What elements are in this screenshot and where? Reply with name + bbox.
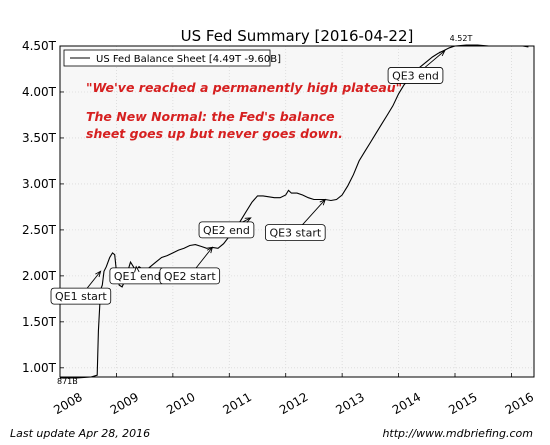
x-tick-label: 2014 xyxy=(390,390,423,417)
annotation-arrowhead xyxy=(95,270,102,278)
y-tick-label: 1.50T xyxy=(22,315,57,329)
y-tick-label: 3.50T xyxy=(22,131,57,145)
annotation-arrowhead xyxy=(319,198,326,206)
annotation-qe2-end: QE2 end xyxy=(198,217,255,239)
annotations: QE1 start QE1 end QE2 start QE2 end QE3 star… xyxy=(50,49,446,305)
peak-value-label: 4.52T xyxy=(450,34,473,43)
legend: US Fed Balance Sheet [4.49T -9.60B] xyxy=(63,49,281,67)
quote-plateau: "We've reached a permanently high platea… xyxy=(86,80,402,95)
y-tick-label: 1.00T xyxy=(22,361,57,375)
x-tick-label: 2009 xyxy=(108,390,141,417)
plot-frame xyxy=(59,45,535,378)
x-tick-label: 2010 xyxy=(164,390,197,417)
footer-last-update: Last update Apr 28, 2016 xyxy=(10,427,150,440)
annotation-arrow xyxy=(302,199,326,225)
y-tick-label: 4.00T xyxy=(22,85,57,99)
quote-new-normal-line2: sheet goes up but never goes down. xyxy=(86,126,343,141)
annotation-arrow xyxy=(86,270,101,289)
annotation-box xyxy=(159,267,221,285)
quote-new-normal-line1: The New Normal: the Fed's balance xyxy=(86,109,335,124)
annotation-arrowhead xyxy=(244,217,252,223)
y-tick-label: 2.00T xyxy=(22,269,57,283)
annotation-box xyxy=(198,221,255,239)
y-tick-label: 2.50T xyxy=(22,223,57,237)
annotation-arrow xyxy=(424,50,446,68)
start-value-label: 871B xyxy=(57,377,78,386)
chart-title: US Fed Summary [2016-04-22] xyxy=(181,27,414,45)
x-tick-label: 2012 xyxy=(277,390,310,417)
plot-area xyxy=(60,46,534,377)
legend-entry: US Fed Balance Sheet [4.49T -9.60B] xyxy=(96,54,281,65)
annotation-qe1-start: QE1 start xyxy=(50,270,112,305)
annotation-arrowhead xyxy=(134,265,140,273)
y-axis: 4.50T 4.00T 3.50T 3.00T 2.50T 2.00T 1.50T 1.00T xyxy=(22,39,64,375)
annotation-arrowhead xyxy=(206,246,214,254)
annotation-qe3-start: QE3 start xyxy=(265,198,326,242)
footer-source-url: http://www.mdbriefing.com xyxy=(382,427,533,440)
annotation-arrow xyxy=(195,247,213,269)
annotation-label: QE2 start xyxy=(164,270,216,283)
legend-box xyxy=(63,49,271,67)
y-tick-label: 3.00T xyxy=(22,177,57,191)
annotation-label: QE2 end xyxy=(203,224,250,237)
annotation-qe1-end: QE1 end xyxy=(109,265,166,285)
annotation-qe3-end: QE3 end xyxy=(387,49,446,84)
x-tick-label: 2008 xyxy=(51,390,84,417)
x-axis: 2008 2009 2010 2011 2012 2013 2014 2015 2016 xyxy=(51,373,536,417)
x-tick-label: 2016 xyxy=(503,390,536,417)
annotation-arrow xyxy=(242,217,251,223)
annotation-label: QE1 start xyxy=(55,290,107,303)
annotation-arrowhead xyxy=(438,49,446,57)
annotation-box xyxy=(387,67,444,84)
annotation-label: QE3 start xyxy=(269,227,321,240)
annotation-label: QE1 end xyxy=(114,270,161,283)
annotation-box xyxy=(50,287,112,305)
x-tick-label: 2011 xyxy=(221,390,254,417)
y-tick-label: 4.50T xyxy=(22,39,57,53)
annotation-label: QE3 end xyxy=(392,69,439,82)
x-tick-label: 2015 xyxy=(446,390,479,417)
annotation-qe2-start: QE2 start xyxy=(159,246,221,285)
x-tick-label: 2013 xyxy=(333,390,366,417)
annotation-box xyxy=(265,224,326,242)
